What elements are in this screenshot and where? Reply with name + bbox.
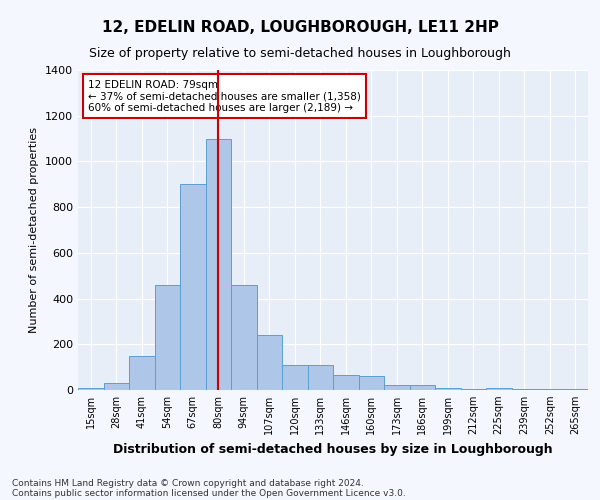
Bar: [511, 389, 537, 390]
Bar: [333, 375, 359, 390]
Text: Contains public sector information licensed under the Open Government Licence v3: Contains public sector information licen…: [12, 488, 406, 498]
Bar: [104, 382, 129, 390]
Text: 12, EDELIN ROAD, LOUGHBOROUGH, LE11 2HP: 12, EDELIN ROAD, LOUGHBOROUGH, LE11 2HP: [101, 20, 499, 35]
Bar: [308, 365, 333, 390]
Bar: [78, 388, 104, 390]
X-axis label: Distribution of semi-detached houses by size in Loughborough: Distribution of semi-detached houses by …: [113, 442, 553, 456]
Bar: [537, 389, 563, 390]
Bar: [563, 389, 588, 390]
Bar: [409, 386, 435, 390]
Text: 12 EDELIN ROAD: 79sqm
← 37% of semi-detached houses are smaller (1,358)
60% of s: 12 EDELIN ROAD: 79sqm ← 37% of semi-deta…: [88, 80, 361, 113]
Text: Contains HM Land Registry data © Crown copyright and database right 2024.: Contains HM Land Registry data © Crown c…: [12, 478, 364, 488]
Bar: [461, 389, 486, 390]
Bar: [435, 388, 461, 390]
Bar: [384, 386, 409, 390]
Bar: [359, 376, 384, 390]
Bar: [231, 285, 257, 390]
Bar: [205, 138, 231, 390]
Bar: [486, 388, 511, 390]
Bar: [282, 365, 308, 390]
Bar: [257, 335, 282, 390]
Bar: [155, 285, 180, 390]
Bar: [180, 184, 205, 390]
Bar: [129, 356, 155, 390]
Text: Size of property relative to semi-detached houses in Loughborough: Size of property relative to semi-detach…: [89, 48, 511, 60]
Y-axis label: Number of semi-detached properties: Number of semi-detached properties: [29, 127, 40, 333]
